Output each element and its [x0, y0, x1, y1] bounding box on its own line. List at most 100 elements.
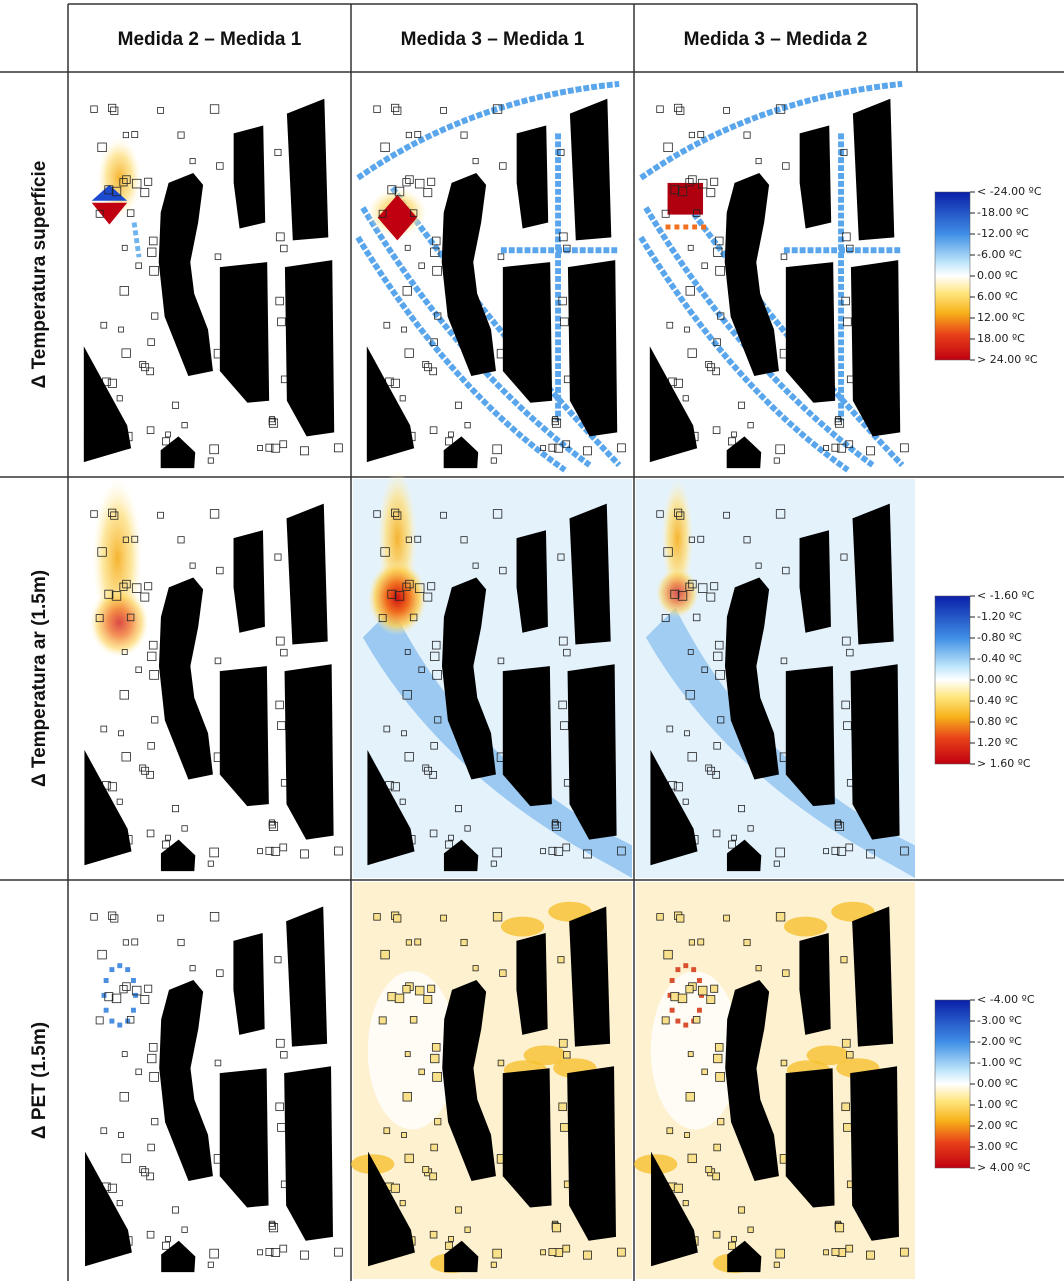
block-outline [119, 1133, 124, 1138]
column-header: Medida 3 – Medida 2 [684, 29, 868, 50]
block-outline [449, 1236, 454, 1241]
block-outline [657, 914, 664, 921]
block-outline [210, 912, 219, 921]
legend-scale [935, 192, 970, 360]
block-outline [500, 163, 507, 170]
block-outline [136, 1069, 142, 1075]
block-outline [493, 1249, 502, 1258]
block-outline [698, 132, 704, 138]
block-outline [334, 847, 342, 855]
block-outline [662, 1017, 669, 1024]
warm-patch [501, 917, 544, 937]
block-outline [278, 1124, 286, 1132]
block-outline [713, 1173, 720, 1180]
block-outline [558, 957, 564, 963]
block-outline [147, 1231, 154, 1238]
block-outline [686, 986, 693, 993]
block-outline [300, 850, 308, 858]
block-outline [455, 402, 461, 408]
block-outline [91, 914, 98, 921]
block-outline [900, 1248, 908, 1256]
legend-label: 6.00 ºC [977, 290, 1018, 303]
legend-label: -18.00 ºC [977, 206, 1029, 219]
block-outline [152, 717, 158, 723]
block-outline [374, 106, 381, 113]
block-outline [541, 1250, 546, 1255]
ring-dot [675, 967, 680, 972]
block-outline [391, 1184, 399, 1192]
block-outline [410, 1016, 417, 1023]
block-outline [713, 427, 720, 434]
block-outline [162, 1242, 169, 1249]
block-outline [391, 379, 399, 387]
block-outline [120, 691, 129, 700]
block-outline [166, 1236, 171, 1241]
block-outline [278, 722, 286, 730]
block-outline [677, 107, 684, 114]
block-outline [140, 765, 146, 771]
block-outline [706, 1167, 712, 1173]
block-outline [473, 158, 478, 163]
ring-dot [104, 978, 109, 983]
block-outline [419, 263, 425, 269]
block-outline [707, 189, 715, 197]
map-panel [84, 479, 342, 871]
block-outline [423, 361, 429, 367]
block-outline [108, 912, 115, 919]
block-outline [152, 1119, 158, 1125]
block-outline [182, 1227, 187, 1232]
block-outline [394, 107, 401, 114]
block-outline [403, 1092, 412, 1101]
block-outline [832, 1248, 839, 1255]
block-outline [147, 427, 154, 434]
block-outline [718, 1119, 724, 1125]
warm-patch [524, 1045, 567, 1065]
block-outline [406, 132, 411, 137]
block-outline [657, 106, 664, 113]
block-outline [835, 1224, 843, 1232]
block-outline [384, 322, 390, 328]
block-outline [172, 1207, 178, 1213]
block-outline [132, 939, 138, 945]
legend-label: 18.00 ºC [977, 332, 1025, 345]
block-outline [381, 950, 390, 959]
block-outline [123, 983, 131, 991]
block-outline [381, 143, 390, 152]
block-outline [685, 327, 690, 332]
ring-dot [131, 1008, 136, 1013]
block-outline [461, 939, 467, 945]
block-outline [158, 512, 164, 518]
block-outline [689, 940, 694, 945]
legend-label: 0.00 ºC [977, 269, 1018, 282]
block-outline [473, 966, 478, 971]
block-outline [738, 1207, 744, 1213]
map-panel [85, 907, 342, 1273]
block-outline [300, 447, 308, 455]
block-outline [215, 254, 221, 260]
block-outline [688, 1154, 696, 1162]
block-outline [275, 957, 281, 963]
block-outline [583, 1251, 591, 1259]
ring-dot [683, 963, 688, 968]
block-outline [842, 1039, 850, 1047]
block-outline [500, 970, 507, 977]
block-outline [178, 939, 184, 945]
row-label: Δ PET (1.5m) [29, 1022, 50, 1139]
block-outline [674, 379, 682, 387]
buildings [85, 907, 333, 1273]
block-outline [388, 993, 396, 1001]
block-outline [172, 402, 178, 408]
block-outline [559, 1039, 567, 1047]
block-outline [276, 701, 284, 709]
block-outline [166, 835, 171, 840]
legend-label: 0.00 ºC [977, 1077, 1018, 1090]
block-outline [122, 1154, 130, 1162]
block-outline [428, 178, 435, 185]
block-outline [402, 327, 407, 332]
legend-label: 2.00 ºC [977, 1119, 1018, 1132]
block-outline [432, 1043, 440, 1051]
block-outline [148, 248, 156, 256]
block-outline [210, 445, 219, 454]
block-outline [123, 940, 128, 945]
block-outline [724, 107, 730, 113]
